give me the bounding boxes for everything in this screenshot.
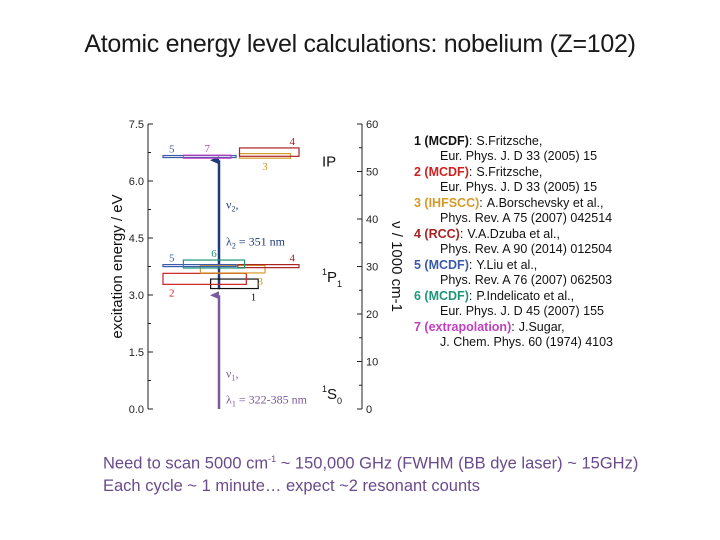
left-tick-label: 3.0	[129, 290, 144, 302]
reference-item: 7 (extrapolation): J.Sugar, J. Chem. Phys.…	[414, 320, 714, 350]
reference-journal: Phys. Rev. A 75 (2007) 042514	[440, 211, 613, 225]
state-label: 1P1	[322, 267, 342, 289]
left-tick-label: 1.5	[129, 347, 144, 359]
left-axis-label: excitation energy / eV	[109, 194, 126, 338]
left-tick-label: 4.5	[129, 233, 144, 245]
p1-calc-box-4	[237, 264, 300, 269]
reference-author: S.Fritzsche,	[476, 165, 543, 179]
p1-calc-label: 2	[169, 287, 175, 299]
p1-calc-box-6	[182, 259, 246, 269]
ip-calc-label: 4	[290, 136, 296, 148]
reference-tag: 4 (RCC)	[414, 227, 460, 241]
right-tick-label: 30	[366, 262, 378, 274]
ip-calc-box-4	[238, 147, 300, 157]
reference-tag: 5 (MCDF)	[414, 258, 469, 272]
references-list: 1 (MCDF): S.Fritzsche, Eur. Phys. J. D 33 …	[414, 134, 714, 351]
footer-line-1: Need to scan 5000 cm-1 ~ 150,000 GHz (FW…	[103, 454, 639, 473]
reference-journal: Eur. Phys. J. D 33 (2005) 15	[440, 180, 598, 194]
right-tick-label: 20	[366, 309, 378, 321]
reference-tag: 3 (IHFSCC)	[414, 196, 480, 210]
reference-journal: Eur. Phys. J. D 33 (2005) 15	[440, 149, 598, 163]
reference-item: 1 (MCDF): S.Fritzsche, Eur. Phys. J. D 33 …	[414, 134, 714, 164]
reference-tag: 6 (MCDF)	[414, 289, 469, 303]
ip-calc-label: 3	[262, 161, 268, 173]
reference-tag: 7 (extrapolation)	[414, 320, 512, 334]
reference-item: 5 (MCDF): Y.Liu et al., Phys. Rev. A 76 (2…	[414, 258, 714, 288]
reference-author: V.A.Dzuba et al.,	[467, 227, 560, 241]
reference-item: 3 (IHFSCC): A.Borschevsky et al., Phys. Re…	[414, 196, 714, 226]
p1-calc-label: 4	[290, 253, 296, 265]
footer-notes: Need to scan 5000 cm-1 ~ 150,000 GHz (FW…	[103, 448, 703, 497]
ip-calc-label: 7	[204, 143, 210, 155]
ip-calc-label: 5	[169, 144, 175, 156]
reference-item: 4 (RCC): V.A.Dzuba et al., Phys. Rev. A 90…	[414, 227, 714, 257]
left-tick-label: 0.0	[129, 404, 144, 416]
reference-author: Y.Liu et al.,	[476, 258, 538, 272]
state-label: 1S0	[322, 384, 342, 406]
right-tick-label: 0	[366, 404, 372, 416]
reference-journal: Eur. Phys. J. D 45 (2007) 155	[440, 304, 604, 318]
reference-tag: 1 (MCDF)	[414, 134, 469, 148]
right-axis-label: ν / 1000 cm-1	[388, 221, 405, 312]
p1-calc-label: 5	[169, 253, 175, 265]
transition-label: ν1,	[226, 366, 238, 382]
reference-journal: Phys. Rev. A 90 (2014) 012504	[440, 242, 613, 256]
reference-journal: J. Chem. Phys. 60 (1974) 4103	[440, 335, 614, 349]
reference-author: S.Fritzsche,	[476, 134, 543, 148]
left-tick-label: 7.5	[129, 119, 144, 131]
reference-item: 6 (MCDF): P.Indelicato et al., Eur. Phys. …	[414, 289, 714, 319]
wavelength-label: λ2 = 351 nm	[226, 235, 286, 251]
p1-calc-box-3	[199, 264, 266, 274]
footer-line-2: Each cycle ~ 1 minute… expect ~2 resonan…	[103, 476, 480, 495]
reference-author: P.Indelicato et al.,	[476, 289, 575, 303]
right-tick-label: 60	[366, 119, 378, 131]
reference-item: 2 (MCDF): S.Fritzsche, Eur. Phys. J. D 33 …	[414, 165, 714, 195]
p1-calc-label: 1	[251, 292, 257, 304]
reference-author: A.Borschevsky et al.,	[486, 196, 604, 210]
ip-calc-box-7	[182, 154, 232, 159]
reference-tag: 2 (MCDF)	[414, 165, 469, 179]
wavelength-label: λ1 = 322-385 nm	[226, 392, 308, 408]
p1-calc-label: 3	[258, 276, 264, 288]
reference-author: J.Sugar,	[518, 320, 565, 334]
left-tick-label: 6.0	[129, 176, 144, 188]
slide-title: Atomic energy level calculations: nobeli…	[84, 30, 636, 58]
right-tick-label: 40	[366, 214, 378, 226]
p1-calc-box-5	[162, 264, 237, 268]
right-tick-label: 10	[366, 357, 378, 369]
transition-label: ν2,	[226, 198, 238, 214]
reference-journal: Phys. Rev. A 76 (2007) 062503	[440, 273, 613, 287]
ip-calc-box-5	[162, 154, 237, 159]
right-tick-label: 50	[366, 167, 378, 179]
p1-calc-label: 6	[211, 248, 217, 260]
state-label: IP	[322, 153, 336, 170]
